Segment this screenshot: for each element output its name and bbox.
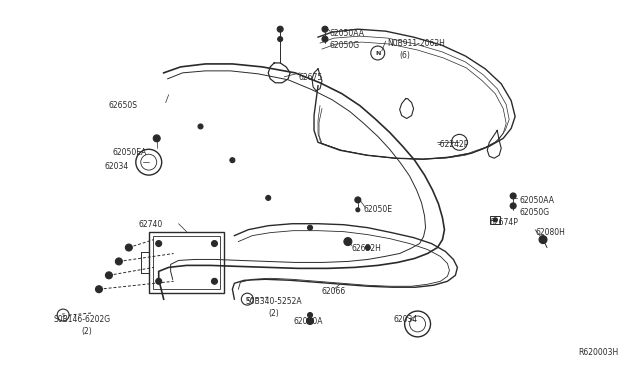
Text: 62050EA: 62050EA (113, 148, 147, 157)
Circle shape (308, 312, 312, 318)
Text: 62740: 62740 (139, 220, 163, 229)
Text: (2): (2) (268, 309, 279, 318)
Text: 62080H: 62080H (535, 228, 565, 237)
Bar (148, 232, 225, 293)
Circle shape (106, 272, 113, 279)
Circle shape (115, 258, 122, 265)
Text: S: S (246, 296, 249, 302)
Circle shape (322, 26, 328, 32)
Circle shape (266, 195, 271, 201)
Circle shape (510, 193, 516, 199)
Circle shape (230, 158, 235, 163)
Text: S0B340-5252A: S0B340-5252A (245, 297, 302, 306)
Text: R620003H: R620003H (579, 348, 619, 357)
Circle shape (95, 286, 102, 293)
Circle shape (356, 208, 360, 212)
Text: 62675: 62675 (298, 73, 323, 82)
Text: 62650S: 62650S (109, 101, 138, 110)
Text: -62242P: -62242P (438, 140, 469, 149)
Text: 62034: 62034 (394, 315, 418, 324)
Text: 62050AA: 62050AA (519, 196, 554, 205)
Circle shape (277, 26, 283, 32)
Text: 62050G: 62050G (330, 41, 360, 50)
Text: S0B146-6202G: S0B146-6202G (53, 315, 110, 324)
Bar (153, 235, 220, 289)
Circle shape (308, 225, 312, 230)
Circle shape (539, 235, 547, 244)
Circle shape (344, 238, 352, 246)
Text: 62034: 62034 (105, 162, 129, 171)
Circle shape (156, 278, 162, 284)
Circle shape (510, 203, 516, 209)
Text: (6): (6) (399, 51, 410, 60)
Circle shape (365, 245, 371, 250)
Text: (2): (2) (81, 327, 92, 336)
Text: N0B911-2062H: N0B911-2062H (388, 39, 445, 48)
Circle shape (278, 36, 283, 42)
Text: 62050E: 62050E (364, 205, 393, 214)
Circle shape (125, 244, 132, 251)
Text: 62674P: 62674P (489, 218, 518, 227)
Text: 62050A: 62050A (293, 317, 323, 326)
Text: S: S (61, 312, 65, 318)
Text: 62066: 62066 (322, 287, 346, 296)
Circle shape (322, 36, 328, 42)
Circle shape (198, 124, 203, 129)
Circle shape (307, 318, 314, 324)
Circle shape (355, 197, 361, 203)
Text: N: N (375, 51, 380, 55)
Circle shape (211, 241, 218, 247)
Circle shape (493, 218, 497, 222)
Circle shape (153, 135, 160, 142)
Bar (490, 216, 500, 224)
Text: 62050G: 62050G (519, 208, 549, 217)
Text: 62652H: 62652H (352, 244, 381, 253)
Text: 62050AA: 62050AA (330, 29, 365, 38)
Circle shape (211, 278, 218, 284)
Circle shape (156, 241, 162, 247)
